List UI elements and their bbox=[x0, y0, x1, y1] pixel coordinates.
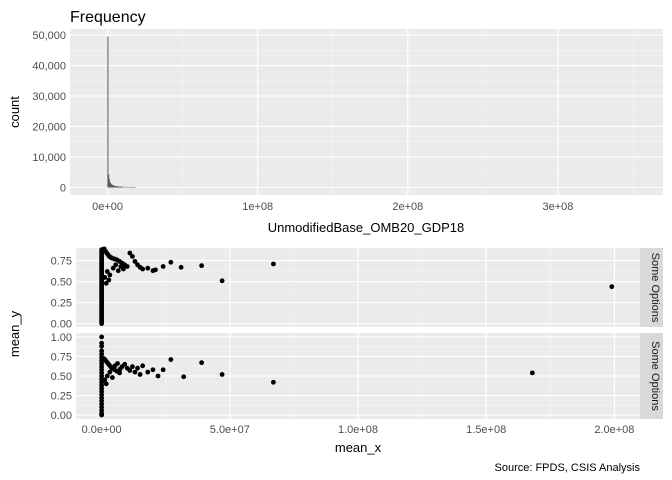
histogram-y-tick-label: 20,000 bbox=[32, 121, 66, 133]
scatter-y-tick-label: 0.50 bbox=[51, 371, 72, 383]
scatter-point bbox=[529, 370, 535, 376]
scatter-point bbox=[219, 278, 225, 284]
scatter-point bbox=[199, 263, 205, 269]
scatter-top-strip-label: Some Options bbox=[649, 253, 661, 323]
scatter-points bbox=[99, 246, 615, 418]
scatter-point bbox=[122, 361, 128, 367]
scatter-y-tick-label: 0.50 bbox=[51, 277, 72, 289]
scatter-point bbox=[127, 368, 133, 373]
scatter-tick-labels: 0.00 0.25 0.50 0.75 0.00 0.25 0.50 0.75 1.00 0.0e… bbox=[51, 256, 635, 436]
histogram-y-tick-label: 40,000 bbox=[32, 61, 66, 73]
scatter-point bbox=[117, 366, 123, 372]
scatter-y-tick-label: 1.00 bbox=[51, 332, 72, 344]
scatter-y-tick-label: 0.75 bbox=[51, 256, 72, 268]
scatter-bottom-strip-label: Some Options bbox=[649, 341, 661, 411]
scatter-point bbox=[168, 259, 174, 265]
scatter-point bbox=[199, 360, 205, 366]
scatter-point bbox=[127, 250, 133, 256]
scatter-point bbox=[178, 264, 184, 270]
scatter-point bbox=[130, 364, 135, 370]
scatter-point bbox=[140, 363, 146, 369]
scatter-point bbox=[99, 321, 105, 327]
scatter-top-strip bbox=[640, 248, 663, 327]
scatter-point bbox=[140, 266, 146, 272]
scatter-point bbox=[99, 334, 105, 340]
histogram-bar bbox=[107, 36, 109, 188]
scatter-point bbox=[160, 264, 166, 269]
scatter-x-axis-label: mean_x bbox=[335, 440, 382, 455]
scatter-point bbox=[110, 375, 115, 380]
histogram-y-tick-label: 10,000 bbox=[32, 152, 66, 164]
scatter-gridlines bbox=[76, 248, 640, 419]
histogram-bars bbox=[107, 36, 136, 188]
scatter-point bbox=[155, 373, 161, 379]
scatter-x-tick-label: 1.0e+08 bbox=[338, 424, 378, 436]
source-caption: Source: FPDS, CSIS Analysis bbox=[495, 462, 641, 474]
scatter-y-tick-label: 0.25 bbox=[51, 298, 72, 310]
histogram-plot-panel bbox=[70, 29, 663, 195]
scatter-y-tick-label: 0.25 bbox=[51, 391, 72, 403]
scatter-y-axis-label: mean_y bbox=[7, 310, 22, 357]
scatter-point bbox=[99, 343, 105, 349]
scatter-point bbox=[135, 365, 140, 371]
scatter-point bbox=[271, 261, 276, 267]
scatter-point bbox=[117, 370, 122, 376]
scatter-point bbox=[219, 372, 225, 377]
scatter-point bbox=[102, 377, 108, 383]
scatter-point bbox=[132, 259, 138, 264]
scatter-point bbox=[107, 369, 113, 375]
scatter-x-tick-label: 1.5e+08 bbox=[466, 424, 506, 436]
scatter-x-tick-label: 5.0e+07 bbox=[210, 424, 250, 436]
scatter-point bbox=[609, 284, 615, 290]
scatter-point bbox=[145, 265, 151, 271]
histogram-x-tick-label: 1e+08 bbox=[242, 201, 273, 213]
scatter-point bbox=[107, 272, 113, 278]
scatter-point bbox=[132, 369, 138, 375]
histogram-y-tick-label: 30,000 bbox=[32, 91, 66, 103]
histogram-tick-labels: 0e+00 1e+08 2e+08 3e+08 0 10,000 20,000 30,000 4… bbox=[32, 30, 573, 213]
scatter-point bbox=[115, 361, 120, 366]
scatter-point bbox=[145, 369, 151, 375]
histogram-x-tick-label: 3e+08 bbox=[542, 201, 573, 213]
scatter-point bbox=[181, 374, 187, 380]
histogram-x-tick-label: 2e+08 bbox=[392, 201, 423, 213]
scatter-point bbox=[124, 264, 130, 269]
scatter-point bbox=[130, 254, 135, 259]
scatter-y-tick-label: 0.00 bbox=[51, 319, 72, 331]
scatter-point bbox=[104, 373, 110, 379]
scatter-point bbox=[106, 277, 112, 283]
histogram-y-axis-label: count bbox=[7, 96, 22, 128]
histogram-title: Frequency bbox=[70, 9, 146, 26]
scatter-point bbox=[121, 266, 126, 272]
scatter-point bbox=[103, 381, 109, 387]
scatter-point bbox=[271, 379, 276, 385]
scatter-point bbox=[99, 412, 105, 418]
scatter-point bbox=[168, 357, 174, 362]
scatter-bottom-strip bbox=[640, 333, 663, 419]
scatter-point bbox=[160, 367, 166, 373]
histogram-y-tick-label: 0 bbox=[60, 182, 66, 194]
scatter-y-tick-label: 0.00 bbox=[51, 410, 72, 422]
histogram-gridlines bbox=[70, 29, 663, 195]
scatter-point bbox=[110, 265, 116, 271]
scatter-y-tick-label: 0.75 bbox=[51, 351, 72, 363]
histogram-y-tick-label: 50,000 bbox=[32, 30, 66, 42]
scatter-x-tick-label: 2.0e+08 bbox=[594, 424, 634, 436]
scatter-point bbox=[113, 262, 119, 268]
histogram-x-tick-label: 0e+00 bbox=[92, 201, 123, 213]
scatter-x-tick-label: 0.0e+00 bbox=[82, 424, 122, 436]
scatter-point bbox=[153, 267, 158, 273]
scatter-point bbox=[150, 367, 156, 373]
scatter-point bbox=[104, 269, 110, 274]
scatter-point bbox=[103, 280, 109, 286]
histogram-x-axis-label: UnmodifiedBase_OMB20_GDP18 bbox=[268, 220, 465, 235]
scatter-point bbox=[137, 372, 143, 377]
scatter-point bbox=[115, 268, 121, 274]
